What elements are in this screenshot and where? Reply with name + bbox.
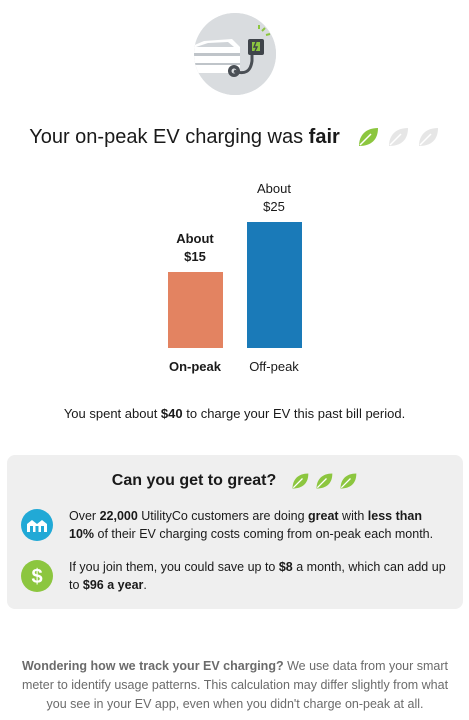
bar-on-peak	[167, 272, 223, 348]
leaf-filled-icon	[340, 473, 357, 489]
rating-leaves	[356, 125, 440, 149]
category-label: On-peak	[168, 359, 221, 374]
savings-row: $ If you join them, you could save up to…	[21, 558, 451, 594]
rating-prefix: Your on-peak EV charging was	[29, 125, 309, 148]
ev-car-charger-icon	[194, 13, 276, 95]
summary-amount: $40	[160, 406, 183, 421]
bill-summary: You spent about $40 to charge your EV th…	[0, 406, 469, 421]
rating-value: fair	[308, 125, 340, 148]
disclaimer-text: We use data from your smart meter to ide…	[21, 659, 449, 711]
disclaimer-heading: Wondering how we track your EV charging?	[21, 659, 284, 673]
savings-text: If you join them, you could save up to $…	[69, 560, 446, 592]
card-leaves	[290, 471, 358, 491]
rating-line: Your on-peak EV charging was fair	[0, 122, 469, 152]
summary-after: to charge your EV this past bill period.	[182, 406, 406, 421]
get-to-great-card: Can you get to great? Over 22,000 Utilit…	[7, 455, 463, 609]
leaf-filled-icon	[316, 473, 333, 489]
tracking-disclaimer: Wondering how we track your EV charging?…	[12, 657, 458, 714]
bar-value-amount: $15	[184, 249, 206, 265]
leaf-filled-icon	[358, 128, 378, 146]
charging-cost-chart: About $15 On-peak About $25 Off-peak	[140, 170, 340, 380]
bar-value-amount: $25	[263, 199, 285, 214]
leaf-filled-icon	[292, 473, 309, 489]
leaf-empty-icon	[388, 128, 408, 146]
dollar-icon: $	[21, 560, 53, 592]
bar-value-prefix: About	[176, 231, 214, 247]
card-title: Can you get to great?	[111, 472, 277, 489]
card-header: Can you get to great?	[7, 469, 463, 493]
ev-charging-illustration	[194, 13, 276, 95]
leaf-empty-icon	[418, 128, 438, 146]
summary-before: You spent about	[63, 406, 161, 421]
svg-text:$: $	[31, 566, 42, 587]
bar-value-prefix: About	[257, 181, 291, 196]
customers-row: Over 22,000 UtilityCo customers are doin…	[21, 507, 451, 543]
bar-value-label: About $25	[234, 180, 314, 216]
customers-text: Over 22,000 UtilityCo customers are doin…	[69, 509, 434, 541]
bar-value-label: About $15	[155, 230, 235, 266]
category-label: Off-peak	[249, 359, 299, 374]
house-community-icon	[21, 509, 53, 541]
rating-text: Your on-peak EV charging was fair	[29, 126, 340, 149]
bar-off-peak	[246, 222, 302, 348]
